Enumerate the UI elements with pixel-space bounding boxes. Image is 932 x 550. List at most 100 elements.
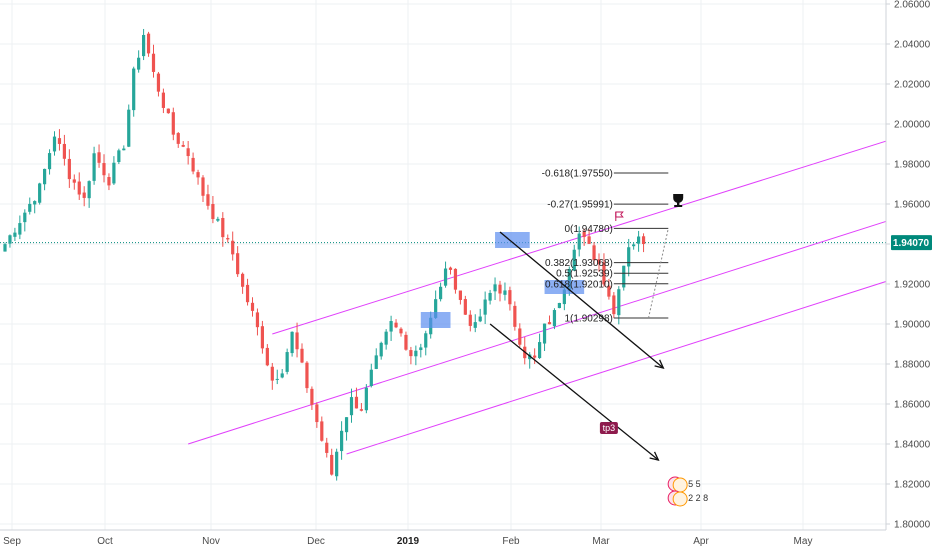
fib-level-label: 0.382(1.93068) xyxy=(545,258,613,269)
annotations: tp3 5 5 2 2 8 xyxy=(599,194,708,507)
candle xyxy=(201,175,205,203)
candle xyxy=(245,278,250,306)
price-tick-label: 2.04000 xyxy=(894,40,931,51)
fib-trend-line xyxy=(648,228,669,319)
candle xyxy=(508,286,512,311)
candle xyxy=(216,216,220,223)
candle xyxy=(493,277,497,301)
candle xyxy=(72,174,76,190)
highlight-box xyxy=(544,280,585,294)
candle xyxy=(518,323,522,348)
candle xyxy=(612,292,616,319)
price-tick-label: 2.06000 xyxy=(894,0,931,11)
candle xyxy=(211,195,215,224)
candle xyxy=(13,227,17,241)
price-tick-label: 1.80000 xyxy=(894,520,931,531)
candle xyxy=(315,402,319,428)
candle xyxy=(463,295,467,315)
candle xyxy=(285,348,289,375)
trophy-icon xyxy=(673,194,684,207)
candle xyxy=(280,369,284,379)
candle xyxy=(171,107,175,141)
time-tick-label: Dec xyxy=(307,536,325,547)
idea-bubble[interactable]: 2 2 8 xyxy=(667,490,708,507)
candle xyxy=(191,152,195,175)
candle xyxy=(92,146,96,185)
highlight-box xyxy=(495,232,530,248)
candle xyxy=(295,322,299,358)
candle xyxy=(325,437,329,458)
candle xyxy=(320,416,324,442)
candle xyxy=(151,44,156,78)
price-tick-label: 1.82000 xyxy=(894,480,931,491)
candle xyxy=(236,246,240,277)
candle xyxy=(18,215,22,240)
candle xyxy=(443,261,448,288)
candle xyxy=(186,140,190,165)
candle xyxy=(503,282,507,301)
candle xyxy=(241,272,245,294)
candle xyxy=(419,343,423,358)
candlestick-series xyxy=(3,28,646,481)
candle xyxy=(196,169,200,185)
highlight-box xyxy=(420,312,451,328)
candle xyxy=(122,145,126,151)
candle xyxy=(47,149,52,175)
candle xyxy=(38,182,42,205)
candle xyxy=(409,346,413,365)
candle xyxy=(597,253,601,272)
candle xyxy=(552,308,557,330)
candle xyxy=(206,184,210,210)
candle xyxy=(364,384,368,414)
candle xyxy=(250,297,255,317)
candle xyxy=(458,290,462,305)
candle xyxy=(344,417,349,441)
idea-bubble[interactable]: 5 5 xyxy=(667,476,701,493)
candle xyxy=(330,448,334,476)
candle xyxy=(176,132,180,148)
time-tick-label: Feb xyxy=(502,536,520,547)
price-tick-label: 1.96000 xyxy=(894,200,931,211)
fib-level-label: 1(1.90298) xyxy=(564,314,612,325)
candle xyxy=(166,108,170,114)
candle xyxy=(399,327,403,337)
candle xyxy=(627,238,631,277)
time-tick-label: 2019 xyxy=(397,536,420,547)
candle xyxy=(349,388,354,423)
flag-icon xyxy=(615,211,624,221)
candle xyxy=(290,331,294,357)
candle xyxy=(146,31,151,57)
candle xyxy=(340,421,344,460)
candle xyxy=(404,331,408,351)
candle xyxy=(62,134,66,166)
candle xyxy=(488,289,492,305)
candle xyxy=(52,131,57,156)
candle xyxy=(641,233,646,253)
candle xyxy=(335,448,339,481)
candle xyxy=(538,333,542,359)
projection-arrows xyxy=(489,231,665,461)
candle xyxy=(28,197,32,215)
candle xyxy=(67,149,71,188)
candle xyxy=(483,291,487,324)
candle xyxy=(379,341,383,360)
candle xyxy=(448,266,453,275)
price-tick-label: 1.90000 xyxy=(894,320,931,331)
price-tick-label: 2.02000 xyxy=(894,80,931,91)
time-axis[interactable]: Sep Oct Nov Dec 2019 Feb Mar Apr May xyxy=(0,529,932,550)
candle xyxy=(577,226,581,257)
candle xyxy=(468,310,472,332)
price-axis[interactable]: 2.06000 2.04000 2.02000 2.00000 1.98000 1.960… xyxy=(885,0,932,531)
current-price-label: 1.94070 xyxy=(893,238,930,249)
time-tick-label: Nov xyxy=(202,536,220,547)
candle xyxy=(107,173,111,191)
candle xyxy=(533,348,537,364)
candle xyxy=(354,387,359,409)
candle xyxy=(255,308,260,336)
candle xyxy=(265,344,269,367)
candle xyxy=(102,154,106,183)
candle xyxy=(156,71,161,97)
price-tick-label: 1.92000 xyxy=(894,280,931,291)
channel-line xyxy=(346,266,932,455)
